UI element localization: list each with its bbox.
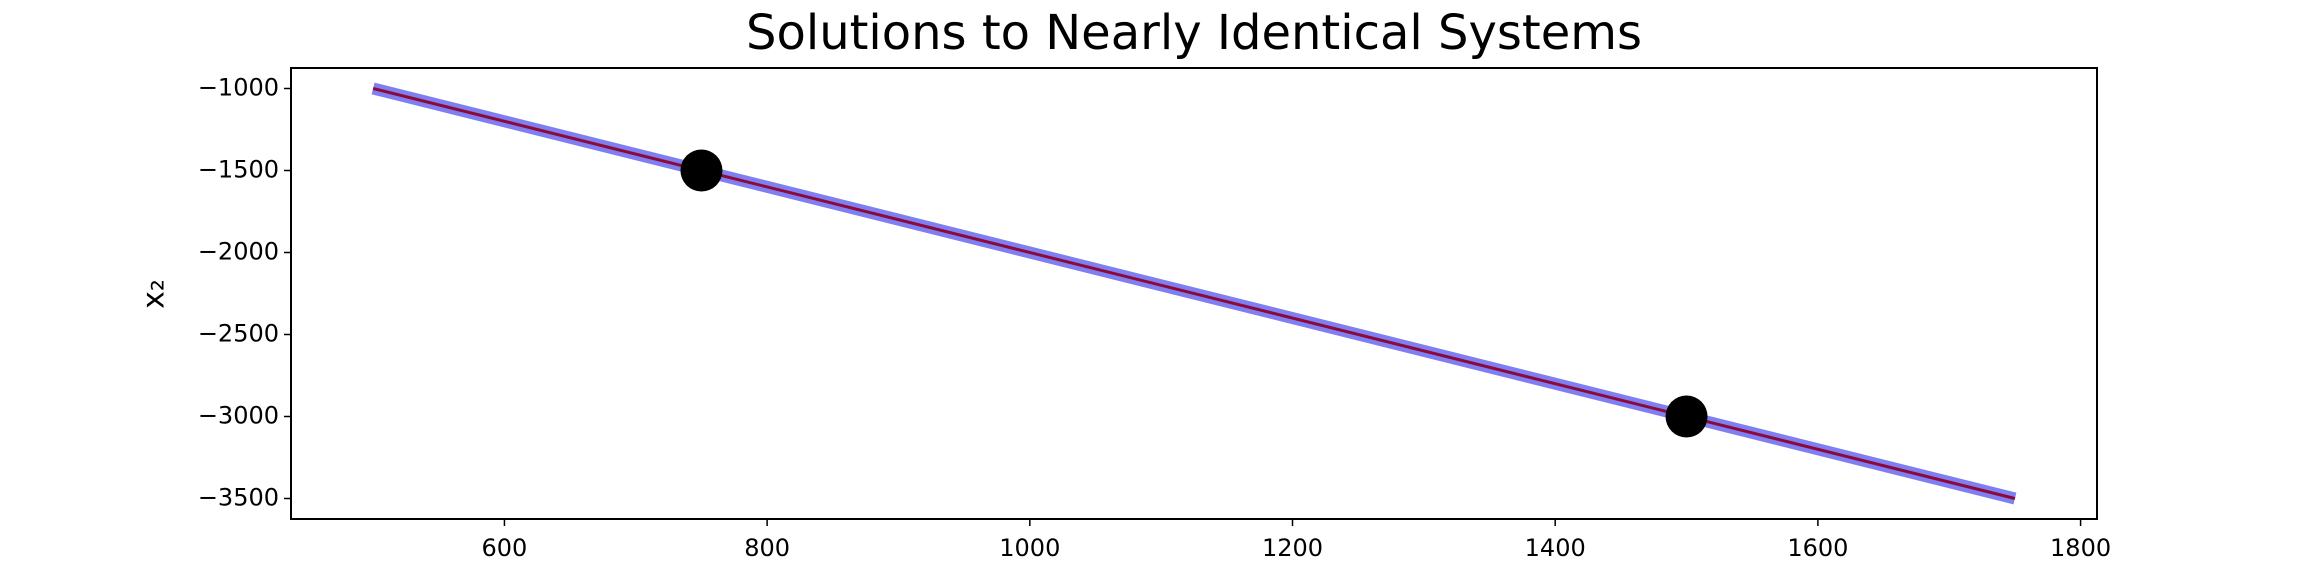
x-tick-label: 1600 <box>1787 534 1848 562</box>
x-tick-label: 1400 <box>1525 534 1586 562</box>
line <box>372 87 2016 500</box>
y-tick-label: −2500 <box>198 320 279 348</box>
x-tick-label: 600 <box>482 534 528 562</box>
y-tick-label: −3500 <box>198 484 279 512</box>
x-tick-label: 1800 <box>2050 534 2111 562</box>
point <box>1665 395 1708 438</box>
y-tick-label: −2000 <box>198 238 279 266</box>
y-axis-label: x₂ <box>137 279 172 309</box>
plot-frame <box>290 67 2098 520</box>
x-tick-label: 1000 <box>999 534 1060 562</box>
chart-title: Solutions to Nearly Identical Systems <box>746 5 1642 61</box>
x-axis-label: x₁ <box>1179 568 1209 576</box>
y-tick-label: −3000 <box>198 402 279 430</box>
y-tick-label: −1000 <box>198 74 279 102</box>
x-tick-label: 800 <box>744 534 790 562</box>
y-tick-label: −1500 <box>198 156 279 184</box>
x-tick-label: 1200 <box>1262 534 1323 562</box>
point <box>680 149 723 192</box>
